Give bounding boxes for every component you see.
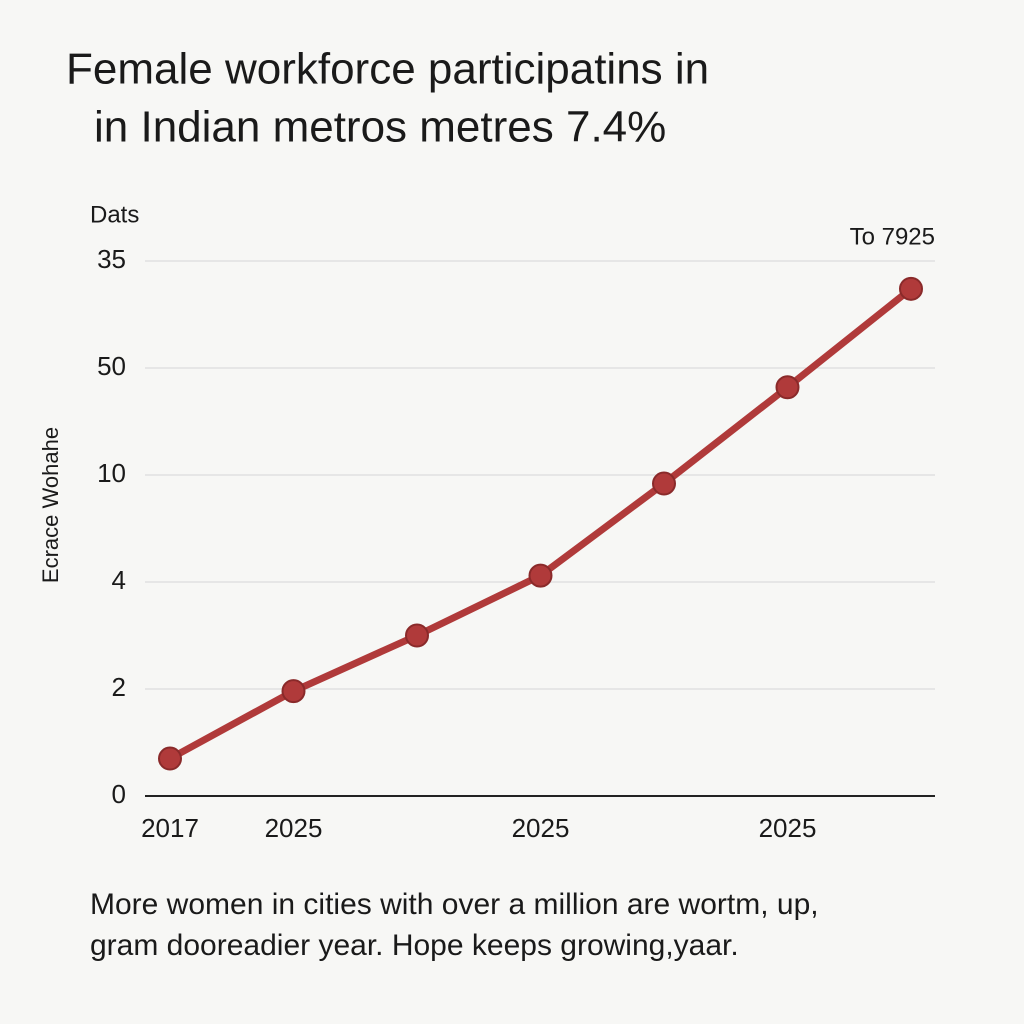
x-tick-label: 2025	[512, 813, 570, 843]
caption: More women in cities with over a million…	[90, 888, 819, 921]
point	[528, 563, 553, 588]
annotation: To 7925	[850, 223, 935, 250]
caption: gram dooreadier year. Hope keeps growing…	[90, 929, 739, 962]
x-tick-label: 2025	[265, 813, 323, 843]
x-tick-label: 2025	[759, 813, 817, 843]
point	[405, 623, 429, 648]
y-tick-label: 50	[97, 351, 126, 381]
y-tick-label: 0	[112, 779, 126, 809]
y-tick-label: 35	[97, 244, 126, 274]
point	[158, 746, 182, 771]
x-tick-label: 2017	[141, 813, 199, 843]
chart-title: in Indian metros metres 7.4%	[94, 103, 666, 152]
y-tick-label: 4	[112, 565, 126, 595]
point	[775, 375, 800, 400]
y-label-top: Dats	[90, 201, 139, 228]
y-tick-label: 2	[112, 672, 126, 702]
point	[281, 679, 306, 704]
y-tick-label: 10	[97, 458, 126, 488]
point	[652, 471, 676, 496]
point	[899, 276, 923, 301]
chart-title: Female workforce participatins in	[66, 45, 709, 94]
y-axis-label: Ecrace Wohahe	[38, 427, 63, 583]
